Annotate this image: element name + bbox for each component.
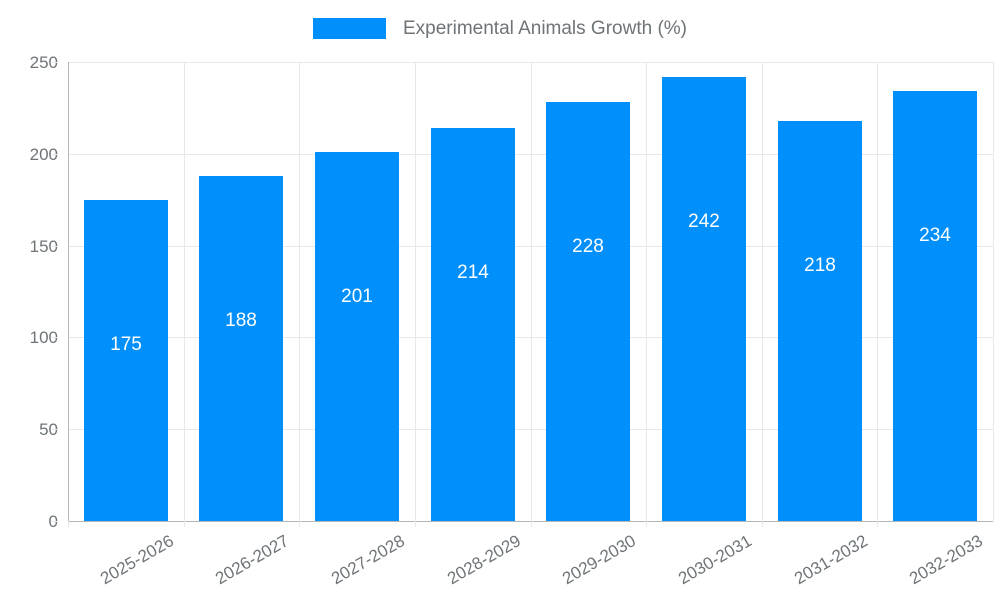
x-axis-tick-mark — [646, 521, 647, 527]
x-axis-line — [68, 521, 993, 522]
gridline-horizontal — [68, 62, 993, 63]
x-axis-tick-label: 2030-2031 — [675, 531, 755, 589]
x-axis-tick-mark — [68, 521, 69, 527]
y-axis-tick-mark — [52, 521, 58, 522]
y-axis-tick-label: 200 — [29, 144, 58, 164]
y-axis: 050100150200250 — [0, 0, 58, 600]
bar-2028-2029[interactable] — [431, 128, 515, 521]
x-axis-tick-label: 2031-2032 — [790, 531, 871, 589]
bar-2032-2033[interactable] — [893, 91, 977, 521]
y-axis-tick-label: 100 — [29, 328, 58, 348]
gridline-vertical — [993, 62, 994, 521]
y-axis-tick-mark — [52, 62, 58, 63]
x-axis-tick-label: 2027-2028 — [328, 531, 409, 589]
gridline-vertical — [877, 62, 878, 521]
plot-area: 175 188 201 214 228 242 218 234 — [68, 62, 994, 522]
bar-2025-2026[interactable] — [84, 200, 168, 521]
y-axis-tick-mark — [52, 337, 58, 339]
gridline-vertical — [415, 62, 416, 521]
gridline-horizontal — [68, 337, 993, 338]
gridline-vertical — [531, 62, 532, 521]
y-axis-tick-mark — [52, 429, 58, 431]
y-axis-line — [68, 62, 69, 522]
x-axis-tick-mark — [184, 521, 185, 527]
gridline-vertical — [299, 62, 300, 521]
x-axis-tick-label: 2026-2027 — [212, 531, 293, 589]
x-axis-tick-label: 2032-2033 — [906, 531, 987, 589]
chart-legend: Experimental Animals Growth (%) — [0, 12, 1000, 44]
bar-2031-2032[interactable] — [778, 121, 862, 521]
x-axis-tick-mark — [299, 521, 300, 527]
x-axis-tick-mark — [877, 521, 878, 527]
gridline-vertical — [184, 62, 185, 521]
y-axis-tick-label: 250 — [29, 53, 58, 72]
bar-2027-2028[interactable] — [315, 152, 399, 521]
gridline-horizontal — [68, 246, 993, 247]
x-axis-tick-mark — [415, 521, 416, 527]
legend-item-experimental-animals-growth[interactable]: Experimental Animals Growth (%) — [312, 17, 688, 39]
y-axis-tick-mark — [52, 245, 58, 247]
x-axis-tick-mark — [531, 521, 532, 527]
legend-item-label: Experimental Animals Growth (%) — [402, 17, 688, 39]
y-axis-tick-label: 150 — [29, 236, 58, 256]
x-axis-tick-label: 2028-2029 — [443, 531, 524, 589]
y-axis-tick-label: 50 — [39, 420, 58, 440]
gridline-horizontal — [68, 154, 993, 155]
x-axis-tick-label: 2025-2026 — [96, 531, 177, 589]
gridline-vertical — [762, 62, 763, 521]
x-axis-tick-mark — [762, 521, 763, 527]
gridline-horizontal — [68, 429, 993, 430]
bar-2030-2031[interactable] — [662, 77, 746, 521]
y-axis-tick-mark — [52, 153, 58, 155]
bar-2029-2030[interactable] — [546, 102, 630, 521]
legend-color-marker-icon — [312, 17, 386, 39]
bar-2026-2027[interactable] — [199, 176, 283, 521]
x-axis-tick-label: 2029-2030 — [559, 531, 640, 589]
gridline-vertical — [646, 62, 647, 521]
